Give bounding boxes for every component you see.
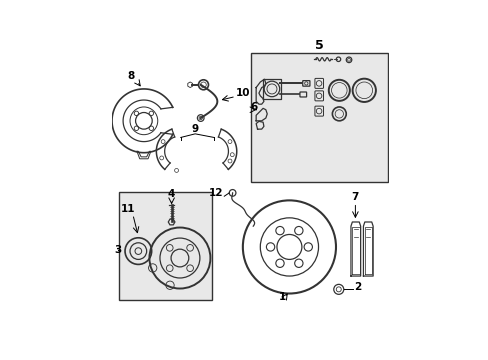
Text: 3: 3 xyxy=(114,245,121,255)
FancyBboxPatch shape xyxy=(302,81,309,86)
FancyBboxPatch shape xyxy=(314,106,323,116)
Text: 5: 5 xyxy=(314,39,323,52)
FancyBboxPatch shape xyxy=(314,78,323,89)
Text: 1: 1 xyxy=(278,292,285,302)
FancyBboxPatch shape xyxy=(119,192,211,300)
Text: 4: 4 xyxy=(167,189,175,199)
Text: 10: 10 xyxy=(236,89,250,98)
Text: 8: 8 xyxy=(127,71,135,81)
Text: 12: 12 xyxy=(209,188,224,198)
FancyBboxPatch shape xyxy=(314,91,323,101)
Text: 9: 9 xyxy=(191,124,198,134)
FancyBboxPatch shape xyxy=(250,53,387,182)
Text: 6: 6 xyxy=(250,102,257,112)
Text: 7: 7 xyxy=(351,192,358,202)
FancyBboxPatch shape xyxy=(299,92,306,97)
Text: 11: 11 xyxy=(121,204,135,214)
Text: 2: 2 xyxy=(353,282,360,292)
